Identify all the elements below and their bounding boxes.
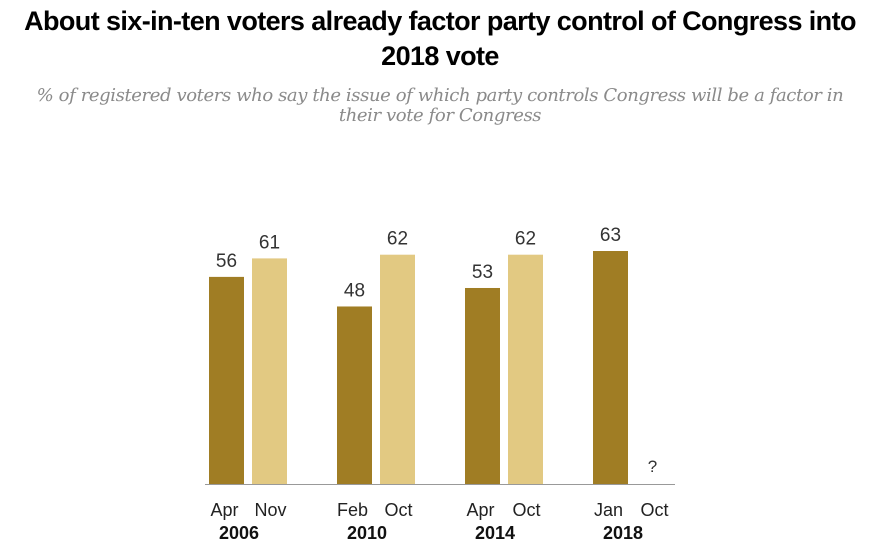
bar-2014-apr <box>465 287 500 484</box>
bar-2014-oct <box>508 254 543 484</box>
x-group-label: 2010 <box>347 523 387 543</box>
data-label: 53 <box>472 262 493 283</box>
x-tick-label: Oct <box>512 500 540 520</box>
data-label: 61 <box>259 232 280 253</box>
bar-2006-apr <box>209 276 244 484</box>
x-group-label: 2006 <box>219 523 259 543</box>
x-tick-label: Apr <box>210 500 238 520</box>
data-label: 62 <box>515 229 536 250</box>
data-label: 56 <box>216 251 237 272</box>
x-group-label: 2018 <box>603 523 643 543</box>
x-tick-label: Oct <box>640 500 668 520</box>
bar-2006-nov <box>252 258 287 484</box>
data-label: 62 <box>387 229 408 250</box>
bar-2010-oct <box>380 254 415 484</box>
bar-2018-jan <box>593 251 628 484</box>
x-tick-label: Apr <box>466 500 494 520</box>
data-label: 48 <box>344 280 365 301</box>
x-tick-label: Feb <box>337 500 368 520</box>
chart-title: About six-in-ten voters already factor p… <box>24 6 856 71</box>
x-tick-label: Oct <box>384 500 412 520</box>
bar-2010-feb <box>337 306 372 484</box>
data-label: 63 <box>600 225 621 246</box>
data-label-unknown: ? <box>648 457 657 476</box>
x-tick-label: Jan <box>594 500 623 520</box>
chart-subtitle: % of registered voters who say the issue… <box>36 85 844 126</box>
x-tick-label: Nov <box>254 500 286 520</box>
x-group-label: 2014 <box>475 523 515 543</box>
